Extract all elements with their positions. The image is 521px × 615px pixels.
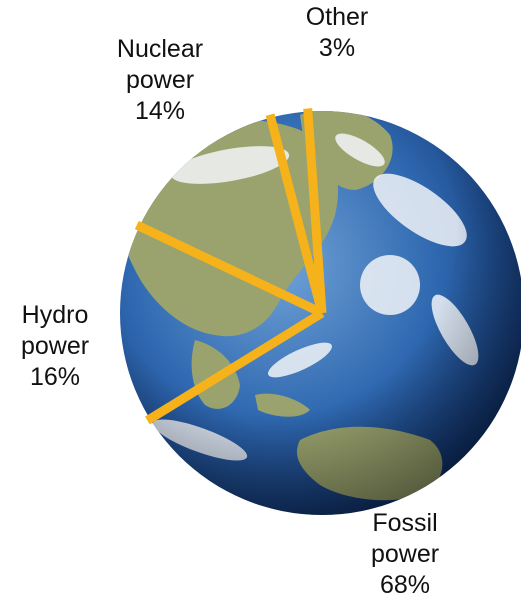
slice-boundary-fossil-other bbox=[303, 108, 327, 314]
slice-label-nuclear-line1: Nuclear bbox=[116, 35, 204, 63]
slice-label-nuclear-line2: power bbox=[125, 66, 195, 94]
slice-label-other-line1: Other bbox=[305, 3, 369, 31]
slice-label-hydro-line2: power bbox=[20, 332, 90, 360]
slice-boundary-other-nuclear bbox=[265, 113, 327, 315]
slice-label-hydro: Hydro power 16% bbox=[0, 300, 110, 393]
slice-label-other: Other 3% bbox=[282, 2, 392, 64]
slice-boundary-hydro-fossil bbox=[145, 309, 325, 425]
pie-dividers bbox=[134, 108, 327, 425]
slice-label-other-value: 3% bbox=[318, 34, 356, 62]
slice-label-fossil: Fossil power 68% bbox=[340, 508, 470, 601]
slice-label-hydro-line1: Hydro bbox=[21, 301, 89, 329]
slice-boundary-nuclear-hydro bbox=[134, 220, 324, 318]
slice-label-fossil-line2: power bbox=[370, 540, 440, 568]
slice-label-fossil-value: 68% bbox=[379, 571, 431, 599]
slice-label-nuclear: Nuclear power 14% bbox=[90, 34, 230, 127]
slice-label-fossil-line1: Fossil bbox=[372, 509, 438, 537]
slice-label-hydro-value: 16% bbox=[29, 363, 81, 391]
slice-label-nuclear-value: 14% bbox=[134, 97, 186, 125]
